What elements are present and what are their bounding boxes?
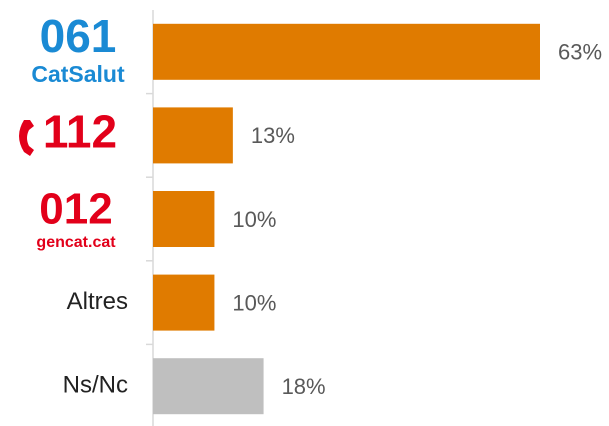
value-label: 10% — [232, 207, 276, 232]
category-label: CatSalut — [31, 61, 125, 87]
category-label: gencat.cat — [36, 234, 116, 251]
category-label: 012 — [39, 185, 112, 234]
value-label: 18% — [282, 374, 326, 399]
category-label: Altres — [67, 288, 128, 315]
category-label: 061 — [40, 10, 117, 62]
bar — [153, 23, 540, 80]
bar — [153, 107, 233, 164]
category-label: Ns/Nc — [63, 372, 128, 399]
bar — [153, 274, 215, 331]
category-label: 112 — [43, 106, 117, 158]
bar — [153, 191, 215, 247]
value-label: 63% — [558, 40, 602, 65]
phone-icon — [19, 120, 34, 156]
bar — [153, 358, 264, 415]
value-label: 10% — [232, 290, 276, 315]
value-label: 13% — [251, 123, 295, 148]
